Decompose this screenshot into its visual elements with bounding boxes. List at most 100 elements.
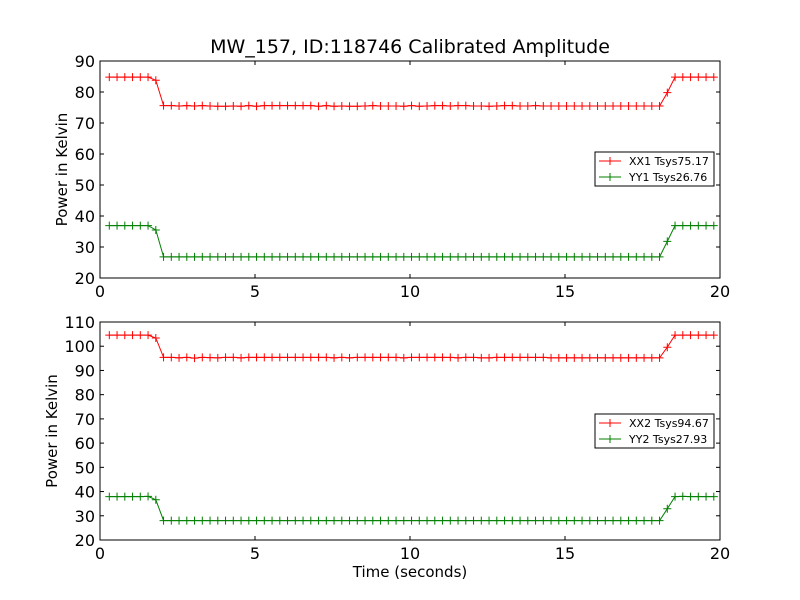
data-point-1-0-74 <box>678 331 687 340</box>
data-point-1-0-2 <box>120 331 129 340</box>
data-point-1-0-18 <box>244 353 253 362</box>
data-point-0-1-26 <box>306 252 315 261</box>
data-point-0-1-53 <box>516 252 525 261</box>
data-point-1-0-70 <box>647 353 656 362</box>
legend-marker <box>606 419 614 427</box>
y-tick-label: 80 <box>75 386 95 405</box>
data-point-0-0-25 <box>299 101 308 110</box>
data-point-0-0-70 <box>647 101 656 110</box>
data-point-1-0-72 <box>663 343 672 352</box>
data-point-0-1-76 <box>694 221 703 230</box>
data-point-0-1-78 <box>709 221 718 230</box>
x-tick-label: 15 <box>555 282 575 301</box>
data-point-0-1-40 <box>415 252 424 261</box>
y-tick-label: 70 <box>75 410 95 429</box>
data-point-1-1-21 <box>268 516 277 525</box>
bottom-panel: 0 5 10 15 20 20 30 40 50 60 70 80 90 100 110 Power in K… <box>43 313 730 563</box>
data-point-1-0-59 <box>562 353 571 362</box>
data-point-1-0-26 <box>306 353 315 362</box>
data-point-1-1-6 <box>151 495 160 504</box>
data-point-1-1-25 <box>299 516 308 525</box>
x-tick-label: 15 <box>555 544 575 563</box>
data-point-1-1-9 <box>175 516 184 525</box>
data-point-1-1-20 <box>260 516 269 525</box>
data-point-1-0-63 <box>593 353 602 362</box>
data-point-0-0-26 <box>306 101 315 110</box>
data-point-0-0-2 <box>120 73 129 82</box>
data-point-0-1-3 <box>128 221 137 230</box>
data-point-1-0-5 <box>144 331 153 340</box>
data-point-1-0-42 <box>430 353 439 362</box>
data-point-0-0-38 <box>399 102 408 111</box>
y-tick-label: 40 <box>75 483 95 502</box>
data-point-1-0-38 <box>399 353 408 362</box>
y-tick-label: 110 <box>64 313 95 332</box>
data-point-1-0-19 <box>252 353 261 362</box>
data-point-1-0-76 <box>694 331 703 340</box>
data-point-0-0-23 <box>283 101 292 110</box>
legend-marker <box>606 173 614 181</box>
data-point-0-1-13 <box>206 252 215 261</box>
legend-label: XX2 Tsys94.67 <box>629 417 709 430</box>
legend-marker <box>606 435 614 443</box>
x-tick-label: 20 <box>710 282 730 301</box>
data-point-1-0-47 <box>469 353 478 362</box>
data-point-0-0-49 <box>485 102 494 111</box>
data-point-0-1-44 <box>446 252 455 261</box>
data-point-1-1-47 <box>469 516 478 525</box>
data-point-0-1-10 <box>182 252 191 261</box>
data-point-1-1-27 <box>314 516 323 525</box>
data-point-0-0-48 <box>477 101 486 110</box>
data-point-1-0-50 <box>492 353 501 362</box>
data-point-0-0-12 <box>198 101 207 110</box>
data-point-0-1-74 <box>678 221 687 230</box>
data-point-1-0-49 <box>485 353 494 362</box>
data-point-1-0-33 <box>361 353 370 362</box>
data-point-1-0-3 <box>128 331 137 340</box>
data-point-0-1-8 <box>167 252 176 261</box>
data-point-1-0-12 <box>198 353 207 362</box>
data-point-1-1-57 <box>547 516 556 525</box>
y-tick-label: 30 <box>75 507 95 526</box>
top-panel: 0 5 10 15 20 20 30 40 50 60 70 80 90 Power in Kelvin X… <box>53 52 730 301</box>
data-point-0-1-70 <box>647 252 656 261</box>
data-point-1-1-59 <box>562 516 571 525</box>
data-point-1-0-4 <box>136 331 145 340</box>
data-point-1-1-14 <box>213 516 222 525</box>
data-point-1-1-1 <box>113 492 122 501</box>
data-point-0-0-27 <box>314 102 323 111</box>
data-point-1-0-44 <box>446 353 455 362</box>
data-point-1-1-5 <box>144 492 153 501</box>
data-point-0-1-67 <box>624 252 633 261</box>
data-point-0-1-63 <box>593 252 602 261</box>
data-point-1-1-4 <box>136 492 145 501</box>
data-point-1-1-53 <box>516 516 525 525</box>
y-axis-label: Power in Kelvin <box>43 374 61 488</box>
data-point-1-1-46 <box>461 516 470 525</box>
data-point-1-0-24 <box>291 353 300 362</box>
data-point-0-1-37 <box>392 252 401 261</box>
legend: XX2 Tsys94.67 YY2 Tsys27.93 <box>594 413 715 449</box>
data-point-0-1-47 <box>469 252 478 261</box>
data-point-1-1-28 <box>322 516 331 525</box>
data-point-1-1-41 <box>423 516 432 525</box>
data-point-0-1-51 <box>500 252 509 261</box>
data-point-1-1-2 <box>120 492 129 501</box>
data-point-1-1-30 <box>337 516 346 525</box>
data-point-0-0-32 <box>353 102 362 111</box>
data-point-1-1-13 <box>206 516 215 525</box>
data-point-1-1-7 <box>159 516 168 525</box>
data-point-1-0-77 <box>702 331 711 340</box>
data-point-1-0-0 <box>105 331 114 340</box>
data-point-1-0-31 <box>345 353 354 362</box>
data-point-1-1-33 <box>361 516 370 525</box>
data-point-1-0-55 <box>531 353 540 362</box>
data-point-0-0-54 <box>523 101 532 110</box>
data-point-0-1-75 <box>686 221 695 230</box>
y-tick-label: 40 <box>75 207 95 226</box>
data-point-0-1-73 <box>671 221 680 230</box>
data-point-0-0-53 <box>516 101 525 110</box>
data-point-1-1-49 <box>485 516 494 525</box>
data-point-1-0-16 <box>229 353 238 362</box>
data-point-1-0-34 <box>368 353 377 362</box>
